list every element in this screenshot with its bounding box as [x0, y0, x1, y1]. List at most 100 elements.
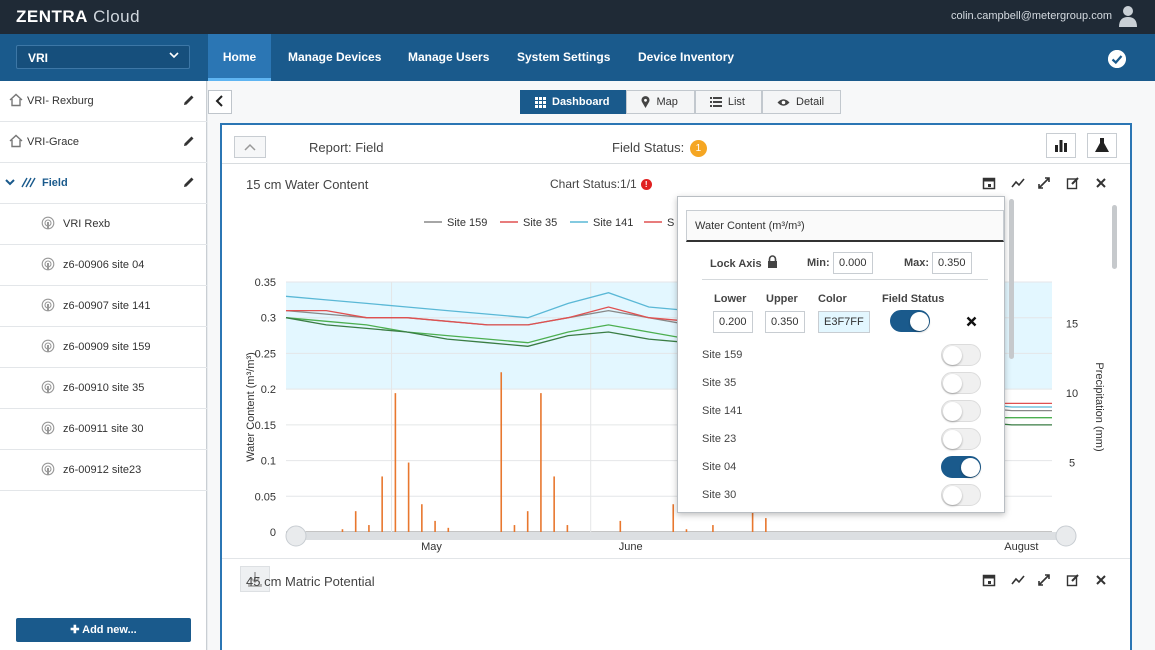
tab-map[interactable]: Map	[626, 90, 695, 114]
min-input[interactable]: 0.000	[833, 252, 873, 274]
upper-input[interactable]: 0.350	[765, 311, 805, 333]
collapse-sidebar-button[interactable]	[208, 90, 232, 114]
close-icon[interactable]	[1094, 573, 1108, 587]
edit-icon[interactable]	[1066, 176, 1080, 190]
field-status[interactable]: Field Status: 1	[612, 140, 707, 158]
y-tick-label: 0.2	[261, 384, 276, 396]
sidebar-device-item[interactable]: z6-00907 site 141	[0, 286, 207, 327]
tab-detail[interactable]: Detail	[762, 90, 842, 114]
chevron-down-icon	[169, 52, 179, 59]
report-panel: Report: Field Field Status: 1 15 cm Wate…	[220, 123, 1132, 650]
min-label: Min:	[807, 257, 830, 269]
chart-status: Chart Status:1/1!	[550, 177, 652, 191]
flask-icon	[1095, 138, 1109, 152]
list-icon	[709, 97, 722, 107]
sidebar-device-item[interactable]: z6-00910 site 35	[0, 368, 207, 409]
report-scrollbar[interactable]	[1112, 205, 1117, 269]
calendar-icon[interactable]	[982, 573, 996, 587]
add-new-button[interactable]: ✚ Add new...	[16, 618, 191, 642]
color-label: Color	[818, 293, 847, 305]
sidebar-item-field[interactable]: Field	[0, 163, 207, 204]
alert-icon[interactable]: !	[640, 179, 652, 191]
collapse-report-button[interactable]	[234, 136, 266, 158]
site-toggle-switch[interactable]	[941, 400, 981, 422]
tab-list[interactable]: List	[694, 90, 762, 114]
field-status-badge: 1	[689, 140, 707, 158]
site-toggle-switch[interactable]	[941, 456, 981, 478]
trend-line-icon[interactable]	[1011, 176, 1025, 190]
site-toggle-label: Site 159	[702, 349, 743, 361]
sidebar-item-vri-rexburg[interactable]: VRI- Rexburg	[0, 81, 207, 122]
sidebar: VRI- Rexburg VRI-Grace Field VRI Rexb z6-…	[0, 81, 207, 650]
remove-icon[interactable]	[966, 316, 977, 327]
tab-dashboard[interactable]: Dashboard	[520, 90, 627, 114]
sidebar-device-item[interactable]: z6-00906 site 04	[0, 245, 207, 286]
range-slider-track	[292, 532, 1070, 540]
popup-scrollbar[interactable]	[1009, 199, 1014, 359]
legend-label: S	[667, 217, 674, 229]
sidebar-device-item[interactable]: z6-00909 site 159	[0, 327, 207, 368]
y-tick-label: 0.15	[255, 420, 276, 432]
nav-manage-users[interactable]: Manage Users	[408, 50, 490, 64]
popup-divider	[702, 279, 988, 280]
legend-label: Site 159	[447, 217, 487, 229]
site-toggle-switch[interactable]	[941, 372, 981, 394]
max-label: Max:	[904, 257, 930, 269]
x-tick-label: August	[1004, 541, 1038, 553]
max-input[interactable]: 0.350	[932, 252, 972, 274]
site-toggle-label: Site 30	[702, 489, 737, 501]
bar-chart-button[interactable]	[1046, 133, 1076, 158]
calendar-icon[interactable]	[982, 176, 996, 190]
close-icon[interactable]	[1094, 176, 1108, 190]
pencil-icon[interactable]	[183, 135, 195, 147]
nav-device-inventory[interactable]: Device Inventory	[638, 50, 735, 64]
pencil-icon[interactable]	[183, 176, 195, 188]
site-selector[interactable]: VRI	[16, 45, 190, 69]
map-pin-icon	[641, 96, 650, 108]
color-input[interactable]: E3F7FF	[818, 311, 870, 333]
y2-tick-label: 15	[1066, 319, 1078, 331]
site-toggle-label: Site 35	[702, 377, 737, 389]
field-icon	[21, 177, 36, 188]
range-slider-handle-right	[1055, 525, 1077, 547]
site-toggle-switch[interactable]	[941, 428, 981, 450]
site-toggle-switch[interactable]	[941, 344, 981, 366]
user-avatar-icon[interactable]	[1119, 5, 1137, 27]
pencil-icon[interactable]	[183, 94, 195, 106]
expand-icon[interactable]	[1037, 573, 1051, 587]
sidebar-device-item[interactable]: VRI Rexb	[0, 204, 207, 245]
lock-axis-label: Lock Axis	[710, 258, 762, 270]
sidebar-device-item[interactable]: z6-00912 site23	[0, 450, 207, 491]
sidebar-item-vri-grace[interactable]: VRI-Grace	[0, 122, 207, 163]
main-content: Dashboard Map List Detail Report: Field …	[208, 81, 1155, 650]
trend-line-icon[interactable]	[1011, 573, 1025, 587]
expand-icon[interactable]	[1037, 176, 1051, 190]
y2-tick-label: 5	[1069, 458, 1075, 470]
download-icon	[248, 572, 262, 587]
lower-input[interactable]: 0.200	[713, 311, 753, 333]
check-circle-icon[interactable]	[1108, 50, 1126, 68]
sidebar-device-item[interactable]: z6-00911 site 30	[0, 409, 207, 450]
flask-button[interactable]	[1087, 133, 1117, 158]
user-email[interactable]: colin.campbell@metergroup.com	[951, 10, 1112, 22]
edit-icon[interactable]	[1066, 573, 1080, 587]
field-status-toggle[interactable]	[890, 310, 930, 332]
legend-label: Site 35	[523, 217, 557, 229]
nav-manage-devices[interactable]: Manage Devices	[288, 50, 382, 64]
download-button[interactable]	[240, 566, 270, 592]
sensor-icon	[41, 380, 55, 394]
top-bar: ZENTRA Cloud colin.campbell@metergroup.c…	[0, 0, 1155, 34]
site-selector-value: VRI	[28, 51, 49, 65]
chevron-down-icon[interactable]	[5, 175, 15, 189]
chart-separator	[222, 558, 1130, 559]
brand-logo: ZENTRA Cloud	[16, 7, 141, 26]
y-tick-label: 0.1	[261, 456, 276, 468]
sensor-icon	[41, 216, 55, 230]
sensor-icon	[41, 421, 55, 435]
chart-title: 15 cm Water Content	[246, 177, 369, 192]
site-toggle-switch[interactable]	[941, 484, 981, 506]
nav-home[interactable]: Home	[208, 34, 271, 81]
report-header: Report: Field Field Status: 1	[222, 125, 1130, 164]
nav-system-settings[interactable]: System Settings	[517, 50, 611, 64]
lock-icon[interactable]	[767, 255, 778, 268]
